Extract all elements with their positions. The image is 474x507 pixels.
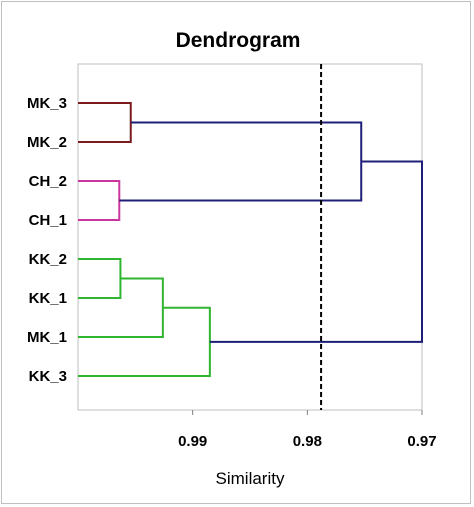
merge-link-m6: [119, 121, 363, 202]
x-tick-label: 0.97: [407, 433, 436, 450]
chart-title: Dendrogram: [176, 29, 301, 52]
leaf-label: CH_2: [29, 173, 67, 190]
leaf-labels: MK_3 MK_2 CH_2 CH_1 KK_2 KK_1 MK_1 KK_3: [27, 95, 67, 385]
x-tick-label: 0.98: [293, 433, 322, 450]
merge-link-m7: [209, 160, 423, 343]
merge-link-m3: [78, 258, 122, 299]
leaf-label: KK_1: [29, 290, 67, 307]
leaf-label: KK_2: [29, 251, 67, 268]
merge-link-m4: [78, 277, 164, 338]
merge-link-m2: [78, 180, 121, 221]
x-axis-label: Similarity: [216, 469, 285, 488]
dendrogram-links: [78, 102, 423, 377]
merge-link-m5: [78, 306, 211, 377]
x-axis-ticks: 0.99 0.98 0.97: [178, 410, 437, 450]
leaf-label: MK_2: [27, 134, 67, 151]
leaf-label: KK_3: [29, 368, 67, 385]
leaf-label: MK_3: [27, 95, 67, 112]
merge-link-m1: [78, 102, 132, 143]
leaf-label: CH_1: [29, 212, 67, 229]
plot-area: [77, 63, 423, 411]
leaf-label: MK_1: [27, 329, 67, 346]
x-tick-label: 0.99: [178, 433, 207, 450]
